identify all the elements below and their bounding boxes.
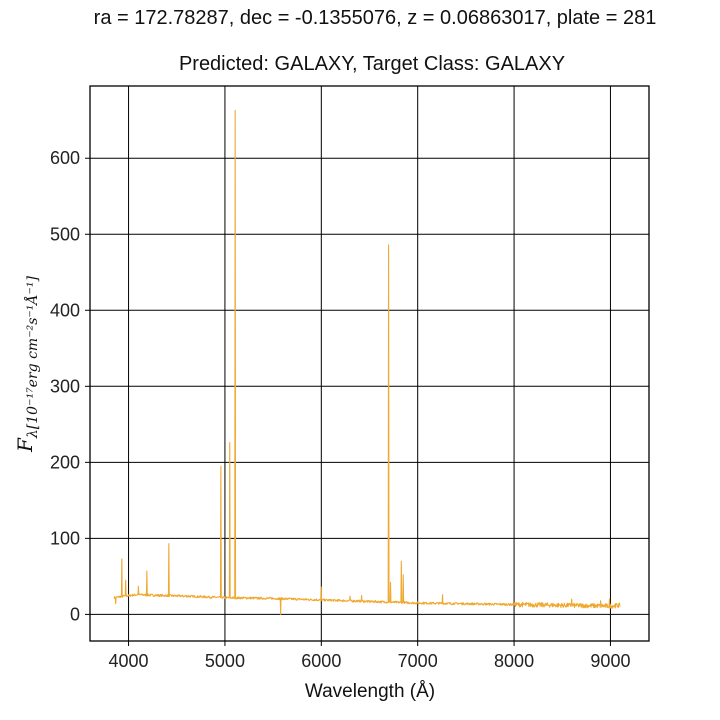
y-axis-label-subscript: λ[10⁻¹⁷erg cm⁻²s⁻¹Å⁻¹] bbox=[23, 276, 41, 440]
x-axis-ticks: 4000 5000 6000 7000 8000 9000 bbox=[109, 641, 630, 671]
chart-title: Predicted: GALAXY, Target Class: GALAXY bbox=[179, 53, 565, 75]
y-tick-label: 200 bbox=[50, 452, 80, 472]
x-tick-label: 8000 bbox=[494, 651, 534, 671]
plot-frame bbox=[89, 85, 650, 642]
y-tick-label: 0 bbox=[70, 604, 80, 624]
y-axis-label: Fλ[10⁻¹⁷erg cm⁻²s⁻¹Å⁻¹] bbox=[13, 276, 41, 453]
y-tick-label: 100 bbox=[50, 528, 80, 548]
y-tick-label: 400 bbox=[50, 300, 80, 320]
y-tick-label: 600 bbox=[50, 148, 80, 168]
spectrum-line bbox=[113, 109, 621, 615]
grid-lines bbox=[90, 86, 649, 641]
x-tick-label: 5000 bbox=[205, 651, 245, 671]
y-axis-ticks: 0 100 200 300 400 500 600 bbox=[50, 148, 90, 624]
spectrum-series bbox=[113, 109, 621, 615]
y-axis-label-main: F bbox=[13, 437, 37, 453]
y-tick-label: 300 bbox=[50, 376, 80, 396]
y-tick-label: 500 bbox=[50, 224, 80, 244]
x-axis-label: Wavelength (Å) bbox=[305, 681, 435, 702]
x-tick-label: 7000 bbox=[398, 651, 438, 671]
x-tick-label: 6000 bbox=[301, 651, 341, 671]
x-tick-label: 4000 bbox=[109, 651, 149, 671]
x-tick-label: 9000 bbox=[590, 651, 630, 671]
chart-supertitle: ra = 172.78287, dec = -0.1355076, z = 0.… bbox=[94, 7, 657, 29]
